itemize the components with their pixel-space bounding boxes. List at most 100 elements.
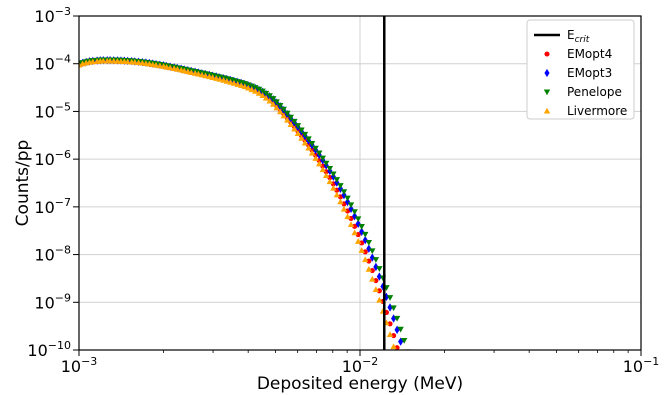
data-point bbox=[366, 258, 372, 264]
data-point bbox=[291, 118, 298, 125]
y-tick-label: 10−7 bbox=[34, 196, 71, 217]
data-point bbox=[390, 343, 397, 350]
x-tick-label: 10−1 bbox=[623, 355, 660, 376]
data-point bbox=[305, 144, 312, 151]
data-point bbox=[213, 75, 220, 81]
data-point bbox=[372, 257, 380, 263]
data-point bbox=[280, 112, 287, 119]
data-point bbox=[202, 72, 209, 79]
x-tick-label: 10−2 bbox=[342, 355, 379, 376]
y-tick-label: 10−3 bbox=[34, 5, 71, 26]
data-point bbox=[166, 64, 174, 71]
data-point bbox=[252, 85, 259, 91]
data-point bbox=[266, 97, 273, 104]
data-point bbox=[351, 229, 358, 236]
data-point bbox=[386, 331, 394, 337]
y-tick-label: 10−6 bbox=[34, 148, 71, 169]
data-point bbox=[287, 114, 294, 121]
data-point bbox=[376, 296, 383, 303]
legend-livermore-label: Livermore bbox=[567, 104, 627, 118]
data-point bbox=[369, 275, 376, 282]
data-point bbox=[294, 130, 302, 137]
data-point bbox=[390, 305, 397, 312]
data-point bbox=[330, 171, 337, 178]
data-point bbox=[358, 247, 365, 253]
data-point bbox=[284, 110, 291, 117]
data-point bbox=[337, 183, 344, 189]
data-point bbox=[305, 136, 312, 143]
y-tick-label: 10−4 bbox=[34, 53, 71, 74]
data-point bbox=[284, 116, 291, 123]
y-axis-label: Counts/pp bbox=[13, 140, 33, 227]
data-point bbox=[301, 139, 309, 146]
data-point bbox=[376, 272, 382, 281]
data-point bbox=[352, 223, 358, 229]
legend-box bbox=[526, 19, 635, 120]
data-point bbox=[209, 74, 216, 80]
data-point bbox=[316, 150, 323, 157]
data-point bbox=[312, 145, 319, 152]
legend-penelope-marker bbox=[543, 89, 551, 96]
data-point bbox=[238, 82, 245, 88]
data-point bbox=[391, 314, 397, 323]
data-point bbox=[380, 282, 386, 291]
data-point bbox=[269, 100, 277, 107]
data-point bbox=[223, 77, 231, 84]
data-point bbox=[365, 265, 373, 272]
data-point bbox=[359, 227, 365, 236]
data-point bbox=[124, 58, 131, 65]
data-point bbox=[369, 268, 375, 274]
data-point bbox=[234, 81, 241, 87]
legend-emopt3-label: EMopt3 bbox=[567, 66, 612, 80]
x-tick-labels: 10−3 10−2 10−1 bbox=[61, 355, 660, 376]
data-point bbox=[376, 288, 382, 294]
data-point bbox=[326, 178, 334, 185]
data-point bbox=[355, 219, 361, 228]
data-point bbox=[195, 70, 202, 77]
data-point bbox=[348, 215, 354, 222]
data-point bbox=[308, 149, 316, 156]
data-point bbox=[347, 221, 355, 228]
data-point bbox=[216, 76, 223, 82]
data-point bbox=[362, 249, 368, 255]
data-point bbox=[255, 90, 263, 96]
data-point bbox=[369, 248, 376, 255]
y-tick-labels: 10−3 10−4 10−5 10−6 10−7 10−8 10−9 10−10 bbox=[27, 5, 71, 360]
data-point bbox=[365, 239, 373, 246]
legend: Ecrit EMopt4 EMopt3 Penelope Livermore bbox=[526, 19, 635, 120]
data-point bbox=[262, 90, 270, 97]
data-point bbox=[230, 79, 238, 86]
data-point bbox=[394, 325, 400, 334]
data-point bbox=[316, 160, 323, 167]
data-point bbox=[369, 253, 375, 262]
data-point bbox=[383, 292, 390, 302]
data-point bbox=[252, 88, 259, 94]
data-point bbox=[397, 326, 404, 333]
data-point bbox=[259, 92, 266, 99]
legend-emopt4-marker bbox=[544, 51, 550, 57]
data-point bbox=[174, 66, 181, 72]
legend-emopt3-marker bbox=[544, 68, 550, 78]
data-point bbox=[273, 99, 280, 106]
data-points bbox=[79, 56, 411, 350]
data-point bbox=[316, 157, 322, 164]
data-point bbox=[373, 277, 379, 284]
data-point bbox=[352, 212, 358, 221]
legend-emopt4-label: EMopt4 bbox=[567, 47, 612, 61]
data-point bbox=[344, 208, 351, 214]
data-point bbox=[333, 177, 341, 183]
data-point bbox=[308, 141, 316, 147]
data-point bbox=[294, 123, 302, 129]
data-point bbox=[386, 295, 394, 301]
legend-penelope-label: Penelope bbox=[567, 85, 622, 99]
data-point bbox=[241, 83, 248, 90]
data-point bbox=[266, 93, 273, 100]
data-point bbox=[354, 216, 362, 223]
data-point bbox=[262, 94, 270, 101]
data-point bbox=[344, 213, 351, 220]
data-point bbox=[273, 104, 280, 111]
data-point bbox=[312, 155, 319, 161]
y-tick-label: 10−9 bbox=[34, 291, 71, 312]
data-point bbox=[387, 303, 393, 312]
data-point bbox=[351, 209, 358, 215]
